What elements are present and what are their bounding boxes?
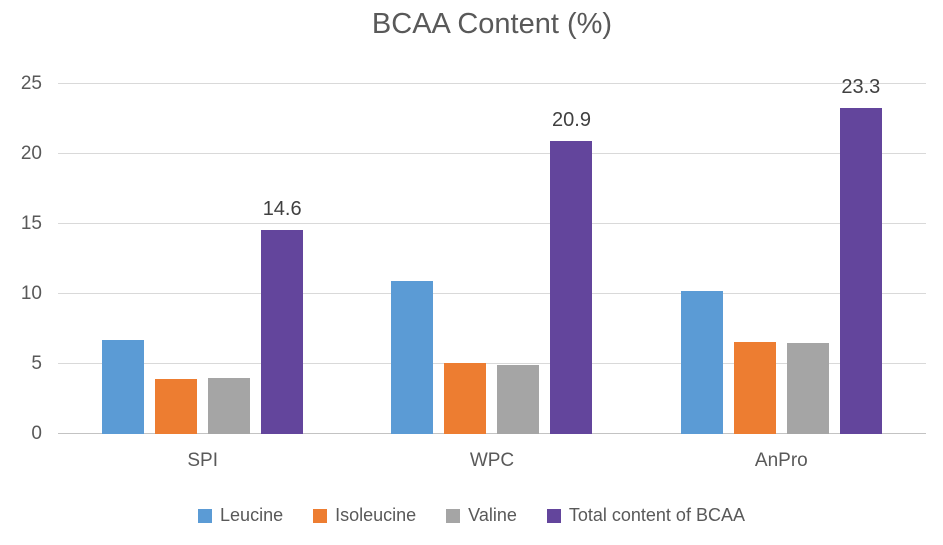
bar-total-content-of-bcaa-wpc: 20.9 (550, 109, 593, 434)
gridline (58, 293, 926, 294)
gridline (58, 363, 926, 364)
data-label-anpro: 23.3 (841, 75, 881, 98)
gridline (58, 223, 926, 224)
bar-valine-anpro (786, 343, 829, 434)
gridline (58, 83, 926, 84)
bar-leucine-anpro (680, 291, 723, 434)
y-tick-label: 10 (20, 283, 42, 304)
legend-swatch-isoleucine (313, 508, 328, 523)
bar-leucine-wpc (391, 281, 434, 434)
bar-isoleucine-spi (155, 379, 198, 434)
legend-label-isoleucine: Isoleucine (335, 505, 417, 525)
category-label-anpro: AnPro (754, 450, 808, 471)
legend-label-valine: Valine (468, 505, 517, 525)
bar-isoleucine-anpro (733, 341, 776, 434)
bar-group-wpc: 20.9 (347, 84, 636, 434)
bar-valine-wpc (497, 365, 540, 434)
y-tick-label: 25 (20, 73, 42, 94)
legend-swatch-leucine (198, 508, 213, 523)
y-tick-label: 0 (31, 423, 42, 444)
data-label-wpc: 20.9 (552, 109, 591, 132)
gridline (58, 153, 926, 154)
bar-leucine-spi (102, 340, 145, 434)
bar-isoleucine-wpc (444, 362, 487, 434)
legend-swatch-valine (446, 508, 461, 523)
bar-group-spi: 14.6 (58, 84, 347, 434)
y-tick-label: 15 (20, 213, 42, 234)
bar-groups: 14.6 20.9 23.3 (58, 76, 926, 434)
legend-item-isoleucine: Isoleucine (313, 505, 416, 526)
category-label-spi: SPI (187, 450, 218, 471)
legend-label-leucine: Leucine (220, 505, 284, 525)
category-axis: SPI WPC AnPro (58, 450, 926, 472)
chart-title: BCAA Content (%) (371, 8, 613, 40)
legend-item-valine: Valine (446, 505, 517, 526)
x-axis-line (58, 433, 926, 434)
plot-area (58, 83, 926, 434)
legend-swatch-total-content-of-bcaa (546, 508, 561, 523)
legend-item-total-content-of-bcaa: Total content of BCAA (546, 505, 745, 526)
legend-label-total-content-of-bcaa: Total content of BCAA (568, 505, 745, 525)
legend: Leucine Isoleucine Valine Total content of … (0, 505, 943, 526)
bar-total-content-of-bcaa-spi: 14.6 (261, 198, 304, 434)
y-tick-label: 5 (31, 353, 42, 374)
category-label-wpc: WPC (469, 450, 515, 471)
bar-group-anpro: 23.3 (637, 76, 926, 434)
y-tick-label: 20 (20, 143, 42, 164)
legend-item-leucine: Leucine (198, 505, 283, 526)
data-label-spi: 14.6 (262, 197, 302, 220)
bar-total-content-of-bcaa-anpro: 23.3 (839, 76, 882, 434)
bar-valine-spi (208, 378, 251, 434)
